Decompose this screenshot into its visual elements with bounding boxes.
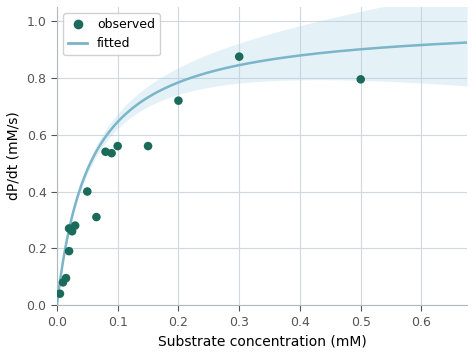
Point (56, 291, 64, 296)
Point (72, 223, 79, 228)
Point (83, 189, 91, 194)
Point (59, 279, 67, 285)
Point (62, 275, 70, 281)
Point (65, 225, 73, 231)
Point (68, 228, 76, 234)
Y-axis label: dP/dt (mM/s): dP/dt (mM/s) (7, 111, 21, 200)
X-axis label: Substrate concentration (mM): Substrate concentration (mM) (158, 334, 366, 348)
Point (114, 143, 121, 149)
Point (357, 77, 365, 82)
Point (102, 149, 109, 154)
Point (236, 54, 243, 60)
Point (144, 143, 152, 149)
Point (65, 248, 73, 254)
Legend: observed, fitted: observed, fitted (63, 13, 160, 55)
Point (108, 150, 115, 156)
Point (174, 98, 182, 104)
Point (92, 214, 100, 220)
